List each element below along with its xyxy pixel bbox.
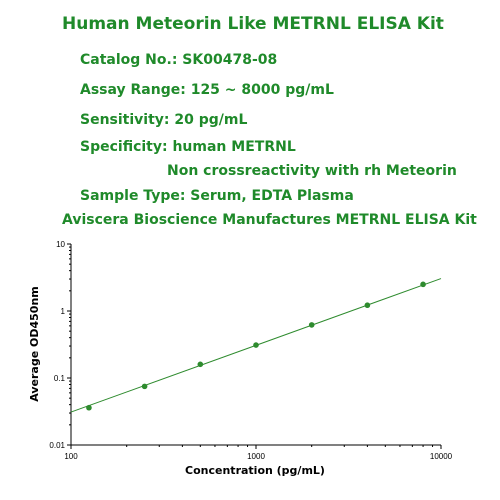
y-tick-label: 0.1 xyxy=(54,374,66,383)
x-tick-label: 10000 xyxy=(430,452,453,461)
data-point xyxy=(86,404,92,411)
chart-title: Human Meteorin Like METRNL ELISA Kit xyxy=(62,14,444,34)
non-crossreactivity: Non crossreactivity with rh Meteorin xyxy=(167,163,457,179)
y-axis-label: Average OD450nm xyxy=(28,286,41,402)
x-axis-label: Concentration (pg/mL) xyxy=(185,464,325,477)
catalog-number: Catalog No.: SK00478-08 xyxy=(80,52,278,68)
y-tick-label: 0.01 xyxy=(49,441,65,450)
specificity: Specificity: human METRNL xyxy=(80,139,296,155)
sample-type: Sample Type: Serum, EDTA Plasma xyxy=(80,188,354,204)
data-point xyxy=(141,383,148,390)
data-point xyxy=(420,281,426,288)
sensitivity: Sensitivity: 20 pg/mL xyxy=(80,112,248,128)
assay-range: Assay Range: 125 ~ 8000 pg/mL xyxy=(80,82,334,98)
x-tick-label: 1000 xyxy=(247,452,265,461)
y-tick-label: 10 xyxy=(56,240,65,249)
data-point xyxy=(197,361,204,368)
data-point xyxy=(364,302,371,309)
x-tick-label: 100 xyxy=(64,452,78,461)
data-point xyxy=(308,322,315,328)
data-point xyxy=(253,342,259,348)
manufacturer-note: Aviscera Bioscience Manufactures METRNL … xyxy=(62,212,477,228)
y-tick-label: 1 xyxy=(61,307,66,316)
